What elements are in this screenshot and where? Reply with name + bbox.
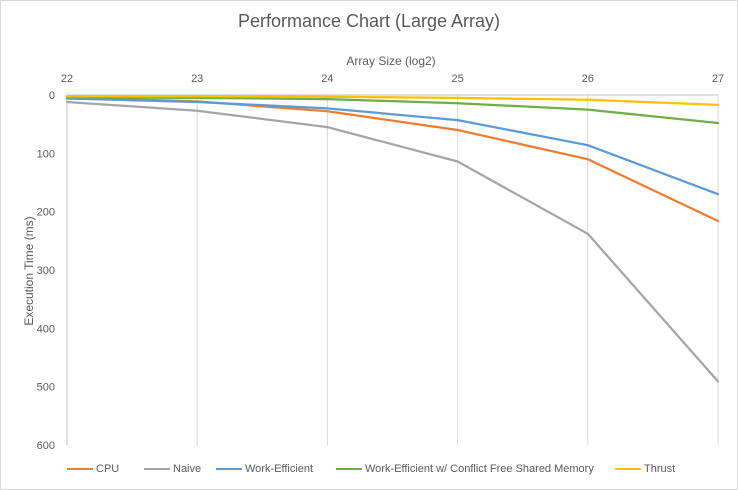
y-tick-label-500: 500 xyxy=(37,382,55,394)
legend-label-naive: Naive xyxy=(173,463,202,475)
x-tick-label-27: 27 xyxy=(712,73,724,85)
x-tick-label-25: 25 xyxy=(451,73,463,85)
chart-title: Performance Chart (Large Array) xyxy=(237,11,501,31)
y-tick-label-400: 400 xyxy=(37,323,55,335)
y-tick-label-300: 300 xyxy=(37,265,55,277)
legend: CPU Naive Work-Efficient Work-Efficient w/ … xyxy=(1,463,737,479)
legend-item-cpu: CPU xyxy=(67,463,119,475)
x-axis-title: Array Size (log2) xyxy=(346,54,436,68)
legend-swatch-cpu xyxy=(67,468,93,470)
series-line-thrust xyxy=(65,95,720,107)
legend-swatch-thrust xyxy=(615,468,641,470)
y-tick-label-100: 100 xyxy=(37,148,55,160)
series-line-work-efficient xyxy=(65,97,720,196)
legend-swatch-work-efficient xyxy=(216,468,242,470)
x-tick-label-26: 26 xyxy=(582,73,594,85)
legend-swatch-work-efficient-w-conflict-free-shared-memory xyxy=(336,468,362,470)
legend-item-naive: Naive xyxy=(144,463,201,475)
legend-label-work-efficient: Work-Efficient xyxy=(245,463,314,475)
plot-area: 22 23 24 25 26 27 0 100 200 300 400 500 600 xyxy=(37,73,724,452)
legend-label-cpu: CPU xyxy=(96,463,120,475)
x-tick-label-22: 22 xyxy=(61,73,73,85)
series-line-naive xyxy=(65,100,720,383)
y-tick-label-200: 200 xyxy=(37,207,55,219)
legend-label-thrust: Thrust xyxy=(644,463,676,475)
y-tick-label-0: 0 xyxy=(49,90,55,102)
x-tick-label-24: 24 xyxy=(321,73,333,85)
y-tick-label-600: 600 xyxy=(37,440,55,452)
series-line-work-efficient-w-conflict-free-shared-memory xyxy=(65,96,720,125)
legend-label-work-efficient-w-conflict-free-shared-memory: Work-Efficient w/ Conflict Free Shared M… xyxy=(365,463,594,475)
legend-item-work-efficient: Work-Efficient xyxy=(216,463,313,475)
x-tick-label-23: 23 xyxy=(191,73,203,85)
legend-item-thrust: Thrust xyxy=(615,463,675,475)
legend-swatch-naive xyxy=(144,468,170,470)
series-line-cpu xyxy=(65,96,720,223)
legend-item-work-efficient-w-conflict-free-shared-memory: Work-Efficient w/ Conflict Free Shared M… xyxy=(336,463,594,475)
